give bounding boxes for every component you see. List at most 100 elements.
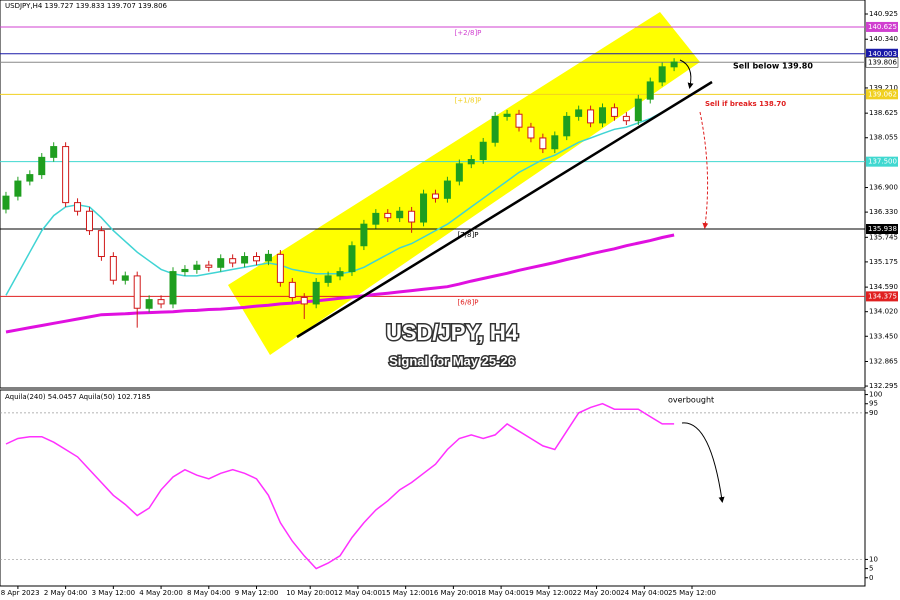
candle-body [479,141,487,161]
candle-body [276,253,284,283]
candle-body [145,299,153,309]
annotation: Sell below 139.80 [733,62,813,71]
x-tick-label: 22 May 20:00 [573,589,621,597]
oscillator-line [5,402,675,570]
candle-body [109,256,117,281]
header: USDJPY,H4 139.727 139.833 139.707 139.80… [5,2,168,10]
candle-body [658,66,666,83]
channel [228,12,700,355]
moving-average [5,233,675,334]
y-tick-label: 136.900 [869,184,898,192]
candle-body [467,159,475,165]
y-tick-label: 132.295 [869,382,898,390]
candle-body [539,137,547,150]
candle-body [372,212,380,225]
y-tick-label: 138.625 [869,109,898,117]
candle-body [455,163,463,182]
x-tick-label: 8 May 04:00 [187,589,231,597]
candle-body [85,210,93,232]
candle-body [384,212,392,219]
level-tag [866,291,898,302]
level-name: [+2/8]P [455,29,482,37]
y-tick-label: 0 [869,574,873,582]
y-tick-label: 135.175 [869,258,898,266]
level-value: 134.375 [868,292,897,300]
candle-body [181,268,189,273]
candle-body [193,264,201,270]
y-tick-label: 5 [869,565,873,573]
candle-body [74,202,82,212]
candle-body [527,126,535,139]
level-tag [866,48,898,59]
candle-body [121,275,129,281]
title: USD/JPY, H4 [386,320,519,345]
level-name: [+1/8]P [455,96,482,104]
candle-body [38,156,46,176]
candle-body [587,109,595,124]
candle-body [217,258,225,268]
y-tick-label: 132.865 [869,357,898,365]
arrow [699,111,709,229]
level-tag [865,57,899,68]
candle-body [575,109,583,117]
y-tick-label: 134.590 [869,283,898,291]
candle-body [312,281,320,305]
candle-body [2,195,10,210]
x-tick-label: 16 May 20:00 [429,589,477,597]
y-tick-label: 140.925 [869,10,898,18]
candle-body [264,253,272,262]
y-tick-label: 100 [869,391,882,399]
candle-body [253,256,261,262]
level-tag [866,21,898,32]
candle-body [610,107,618,117]
y-tick-label: 134.020 [869,308,898,316]
candle-body [241,256,249,264]
level-value: 140.003 [868,50,897,58]
candle-body [670,61,678,68]
candle-body [324,275,332,283]
level-value: 139.062 [868,90,897,98]
candle-body [360,223,368,247]
candle-body [14,180,22,197]
level-name: [7/8]P [458,231,479,239]
y-tick-label: 136.330 [869,208,898,216]
candle-body [133,275,141,309]
x-tick-label: 12 May 04:00 [334,589,382,597]
x-tick-label: 9 May 12:00 [235,589,279,597]
candle-body [300,296,308,305]
arrow [679,59,694,89]
annotation: Sell if breaks 138.70 [705,100,786,108]
candle-body [646,81,654,100]
candle-body [229,258,237,264]
candle-body [336,271,344,277]
y-tick-label: 133.450 [869,332,898,340]
candle-body [491,115,499,143]
oscillator-panel [0,389,866,587]
y-tick-label: 95 [869,400,878,408]
candle-body [551,135,559,150]
level-name: [6/8]P [458,298,479,306]
y-tick-label: 135.745 [869,233,898,241]
header: Aquila(240) 54.0457 Aquila(50) 102.7185 [5,393,151,401]
candle-body [408,210,416,223]
y-tick-label: 10 [869,555,878,563]
y-tick-label: 90 [869,409,878,417]
candle-body [396,210,404,219]
candle-body [634,98,642,122]
x-tick-label: 15 May 12:00 [382,589,430,597]
candle-body [622,115,630,122]
candle-body [157,299,165,305]
candle-body [169,271,177,305]
annotation: overbought [668,396,714,405]
candle-body [503,113,511,117]
x-tick-label: 24 May 04:00 [620,589,668,597]
x-tick-label: 19 May 12:00 [525,589,573,597]
y-tick-label: 140.340 [869,35,898,43]
candle-body [348,245,356,273]
x-tick-label: 4 May 20:00 [139,589,183,597]
candle-body [288,281,296,298]
y-tick-label: 138.055 [869,134,898,142]
subtitle: Signal for May 25-26 [389,353,515,368]
x-tick-label: 28 Apr 2023 [0,589,40,597]
